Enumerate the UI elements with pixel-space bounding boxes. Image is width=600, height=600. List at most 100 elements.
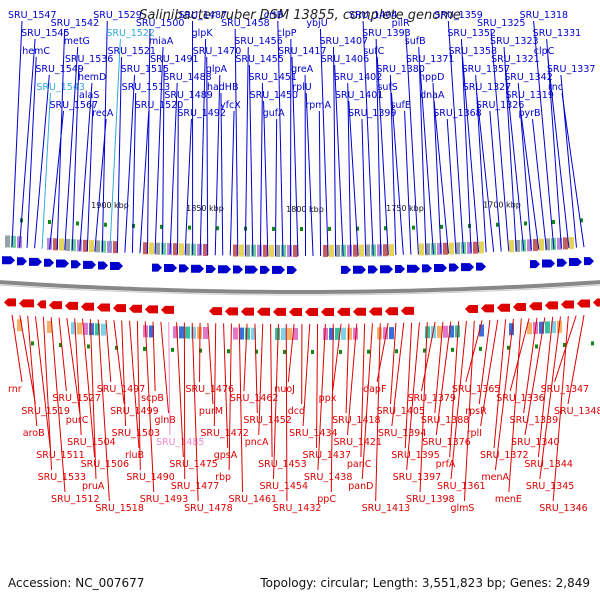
gene-leader-line [160, 321, 170, 414]
feature-block [449, 325, 454, 338]
reverse-gene-arrow [209, 307, 222, 316]
feature-block [185, 326, 190, 339]
gene-leader-line [228, 323, 232, 471]
genome-title: Salinibacter ruber DSM 13855, complete g… [139, 8, 461, 23]
gene-label: SRU_1380 [376, 64, 425, 75]
gene-leader-line [404, 322, 413, 449]
gene-leader-line [97, 319, 110, 502]
gene-leader-line [305, 92, 314, 257]
gene-label: SRU_1361 [437, 481, 486, 492]
forward-gene-arrow [17, 257, 27, 266]
gene-label: SRU_1359 [434, 10, 483, 21]
gene-leader-line [146, 28, 151, 254]
gene-label: glpA [206, 64, 228, 75]
gene-label: SRU_1340 [511, 437, 560, 448]
rna-marker [216, 226, 219, 231]
gene-leader-line [248, 64, 254, 256]
feature-block [149, 325, 154, 338]
feature-block [179, 326, 184, 339]
rna-marker [115, 345, 118, 350]
feature-block [335, 327, 340, 340]
reverse-gene-arrow [353, 307, 366, 316]
gene-leader-line [333, 46, 337, 256]
gene-leader-line [229, 110, 235, 256]
gene-label: SRU_1458 [221, 18, 270, 29]
reverse-gene-arrow [4, 298, 16, 307]
gene-label: glmS [450, 503, 474, 514]
rna-marker [496, 222, 499, 227]
gene-leader-line [531, 118, 547, 250]
gene-label: SRU_1345 [526, 481, 575, 492]
gene-label: SRU_1421 [333, 437, 382, 448]
gene-label: prfA [436, 459, 456, 470]
gene-label: SRU_1326 [476, 100, 525, 111]
feature-block [251, 327, 256, 340]
feature-block [419, 243, 424, 256]
gene-label: SRU_1522 [106, 28, 155, 39]
gene-label: hemD [78, 72, 106, 83]
gene-leader-line [191, 322, 199, 502]
gene-leader-line [121, 320, 127, 427]
gene-leader-line [144, 321, 155, 493]
gene-label: SRU_1452 [243, 415, 292, 426]
gene-leader-line [214, 74, 221, 256]
forward-gene-arrow [2, 256, 15, 265]
gene-label: rbp [215, 472, 231, 483]
gene-label: SRU_1488 [163, 72, 212, 83]
gene-leader-line [287, 323, 295, 383]
feature-block [389, 327, 394, 340]
reverse-gene-arrow [401, 306, 414, 315]
forward-gene-arrow [98, 261, 108, 270]
forward-gene-arrow [380, 265, 393, 274]
gene-label: SRU_1395 [391, 450, 440, 461]
reverse-gene-arrow [65, 301, 78, 310]
gene-leader-line [463, 320, 475, 502]
gene-label: SRU_1398 [406, 494, 455, 505]
kbp-tick-label: 1700 kbp [483, 201, 521, 210]
rna-marker [199, 348, 202, 353]
reverse-gene-arrow [49, 301, 62, 310]
feature-block [263, 244, 268, 257]
feature-block [161, 242, 166, 255]
reverse-gene-arrow [257, 307, 270, 316]
feature-block [377, 244, 382, 257]
feature-block [11, 235, 16, 248]
feature-block [545, 321, 550, 334]
rna-marker [76, 221, 79, 226]
reverse-gene-arrow [37, 300, 46, 309]
kbp-tick-label: 1750 kbp [386, 204, 424, 213]
gene-label: rplU [292, 82, 312, 93]
gene-label: scpB [141, 393, 164, 404]
gene-label: panD [348, 481, 373, 492]
feature-block [347, 244, 352, 257]
feature-block [323, 244, 328, 257]
gene-leader-line [419, 322, 428, 493]
gene-leader-line [346, 323, 358, 436]
gene-label: SRU_1437 [302, 450, 351, 461]
feature-block [467, 241, 472, 254]
gene-leader-line [207, 323, 214, 405]
gene-label: SRU_1476 [186, 384, 235, 395]
gene-leader-line [273, 323, 279, 480]
reverse-gene-arrow [593, 298, 600, 307]
gene-leader-line [503, 46, 517, 251]
feature-block [47, 320, 52, 333]
rna-marker [339, 349, 342, 354]
reverse-gene-arrow [273, 307, 286, 316]
reverse-gene-arrow [129, 304, 142, 313]
gene-leader-line [318, 110, 322, 256]
rna-marker [552, 220, 555, 225]
gene-label: sufS [377, 82, 397, 93]
feature-block [179, 243, 184, 256]
gene-label: SRU_1319 [505, 90, 554, 101]
gene-label: SRU_1470 [193, 46, 242, 57]
reverse-gene-arrow [321, 307, 334, 316]
gene-leader-line [113, 320, 125, 405]
gene-label: hadHB [207, 82, 239, 93]
gene-leader-line [345, 323, 350, 414]
rna-marker [300, 227, 303, 231]
gene-leader-line [330, 323, 334, 493]
forward-gene-arrow [233, 265, 243, 274]
gene-label: crtB [264, 10, 283, 21]
gene-leader-line [389, 74, 397, 256]
